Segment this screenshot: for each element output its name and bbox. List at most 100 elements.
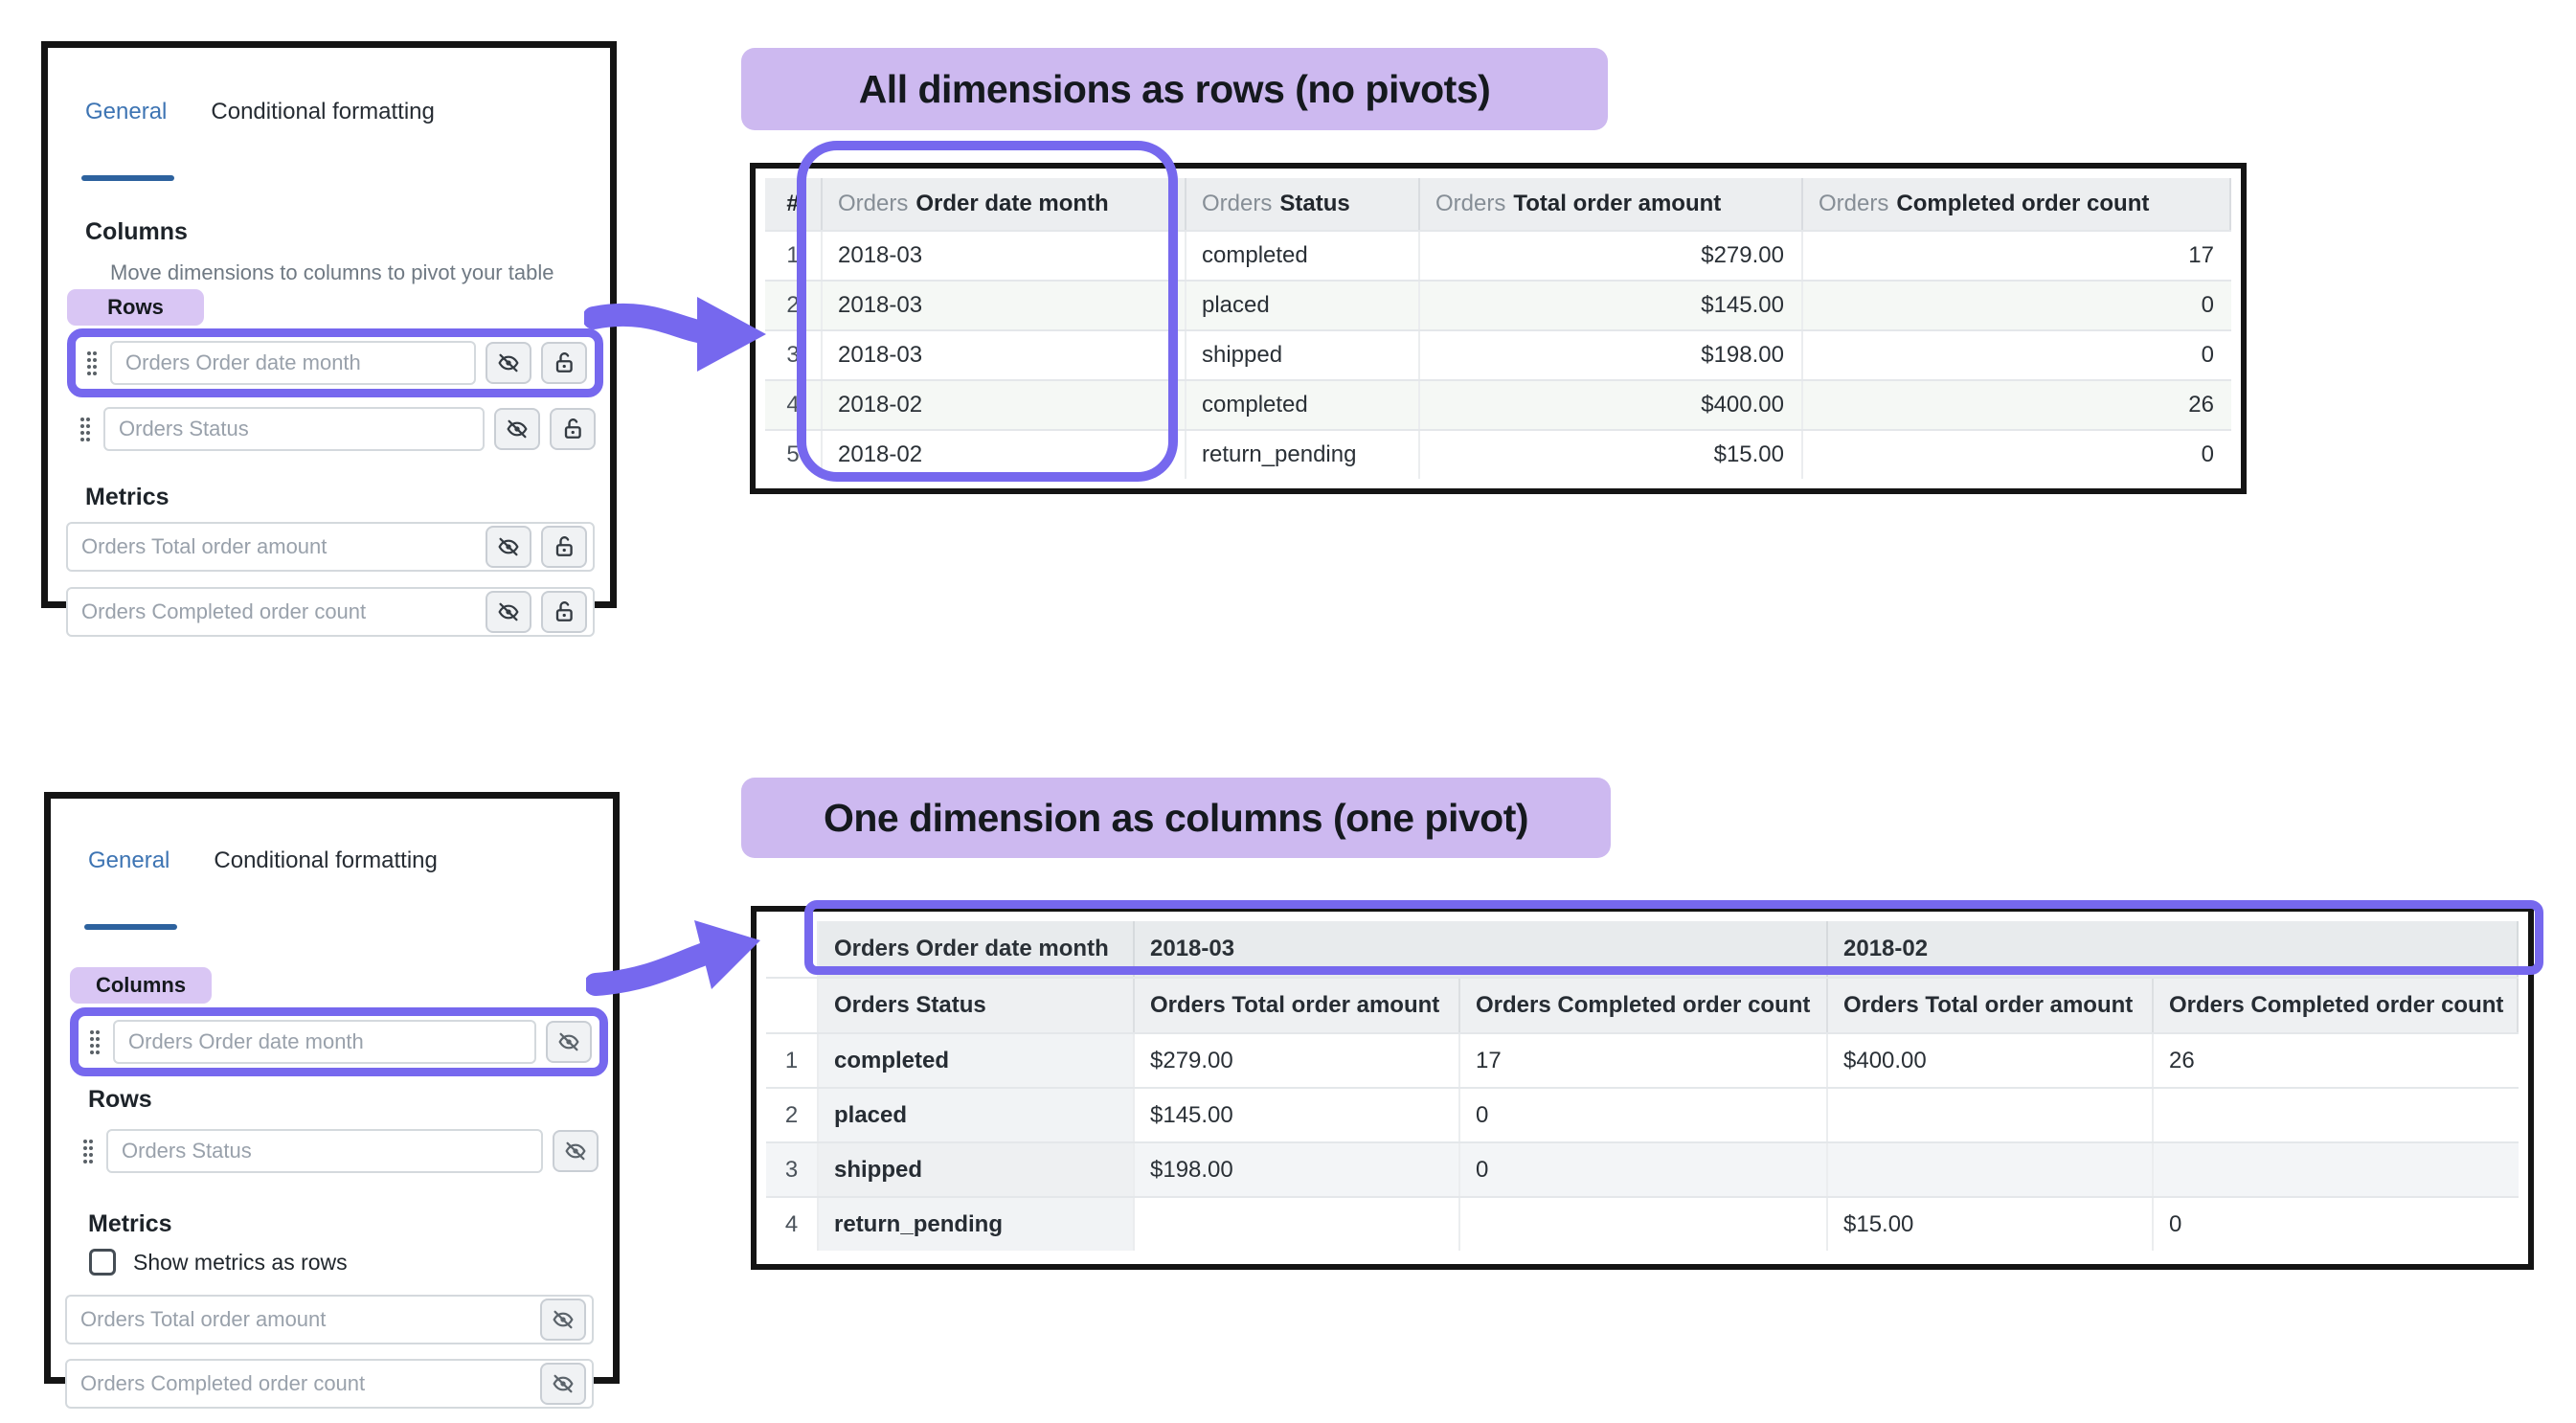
table-row: 1 2018-03 completed $279.00 17 [765,230,2231,280]
pivot-dimension-label: Orders Order date month [819,921,1135,977]
table-cell: return_pending [1186,431,1420,479]
table-cell: $279.00 [1420,232,1803,280]
field-row-status: Orders Status [79,1129,599,1173]
highlighted-field-annotation: Orders Order date month [67,328,603,397]
table-cell: 0 [2201,342,2214,368]
highlighted-field-annotation: Orders Order date month [70,1007,608,1076]
unlock-field-button[interactable] [541,342,587,384]
column-header: Orders Total order amount [1420,178,1803,230]
field-order-date-month[interactable]: Orders Order date month [110,341,476,385]
table-cell: 2018-02 [823,431,1186,479]
table-cell: 2 [765,282,823,329]
pivot-header-row: Orders Order date month 2018-03 2018-02 [766,921,2519,977]
show-metrics-as-rows-row: Show metrics as rows [89,1249,348,1276]
metric-row-total-order-amount[interactable]: Orders Total order amount [65,1295,594,1344]
table-cell [766,921,819,977]
metric-row-completed-order-count[interactable]: Orders Completed order count [65,1359,594,1409]
tab-general[interactable]: General [85,99,168,124]
unlock-field-button[interactable] [541,526,587,568]
table-row: 4 return_pending $15.00 0 [766,1196,2519,1251]
rows-badge: Rows [67,289,204,326]
show-metrics-checkbox[interactable] [89,1249,116,1276]
column-header: Orders Status [819,979,1135,1032]
hide-field-button[interactable] [540,1299,586,1341]
tab-conditional-formatting[interactable]: Conditional formatting [211,99,435,124]
table-cell: $400.00 [1828,1034,2154,1087]
table-cell: $279.00 [1135,1034,1460,1087]
table-cell: 4 [766,1198,819,1251]
metric-row-completed-order-count[interactable]: Orders Completed order count [66,587,595,637]
columns-badge: Columns [70,967,212,1004]
active-tab-underline [84,924,177,930]
table-cell: shipped [819,1143,1135,1196]
tab-conditional-formatting[interactable]: Conditional formatting [214,847,438,873]
config-tabs: General Conditional formatting [88,847,438,874]
table-cell: 5 [765,431,823,479]
table-header-row: Orders Status Orders Total order amount … [766,977,2519,1032]
table-cell: 0 [1460,1089,1828,1141]
table-cell: 0 [2201,441,2214,467]
metrics-heading: Metrics [85,484,169,510]
column-header: Orders Status [1186,178,1420,230]
table-cell: shipped [1186,331,1420,379]
metrics-heading: Metrics [88,1210,172,1237]
result-table-no-pivot: # Orders Order date month Orders Status Or… [750,163,2247,494]
column-header: Orders Completed order count [2154,979,2519,1032]
table-cell [1828,1089,2154,1141]
table-cell [1135,1198,1460,1251]
column-header: Orders Order date month [823,178,1186,230]
table-cell: 2018-03 [823,331,1186,379]
section-title-no-pivots: All dimensions as rows (no pivots) [741,48,1608,130]
table-row: 3 shipped $198.00 0 [766,1141,2519,1196]
table-header-row: # Orders Order date month Orders Status Or… [765,178,2231,230]
table-cell [1460,1198,1828,1251]
section-title-one-pivot: One dimension as columns (one pivot) [741,778,1611,858]
table-cell: $400.00 [1420,381,1803,429]
field-row-status: Orders Status [77,407,596,451]
table-cell [2154,1089,2519,1141]
table-cell: 2018-03 [823,232,1186,280]
table-cell: completed [1186,381,1420,429]
column-header: # [765,178,823,230]
table-cell: 0 [1803,282,2231,329]
hide-field-button[interactable] [553,1130,599,1172]
show-metrics-label: Show metrics as rows [133,1249,348,1275]
field-row-order-date-month: Orders Order date month [86,1020,592,1064]
table-cell: 2018-03 [823,282,1186,329]
table-cell: $198.00 [1420,331,1803,379]
metric-row-total-order-amount[interactable]: Orders Total order amount [66,522,595,572]
hide-field-button[interactable] [494,408,540,450]
column-header: Orders Completed order count [1460,979,1828,1032]
table-row: 4 2018-02 completed $400.00 26 [765,379,2231,429]
table-cell: 3 [765,331,823,379]
table-row: 2 2018-03 placed $145.00 0 [765,280,2231,329]
table-cell: $15.00 [1828,1198,2154,1251]
table-row: 1 completed $279.00 17 $400.00 26 [766,1032,2519,1087]
table-cell: 4 [765,381,823,429]
result-table-one-pivot: Orders Order date month 2018-03 2018-02 … [751,906,2534,1270]
table-row: 5 2018-02 return_pending $15.00 0 [765,429,2231,479]
hide-field-button[interactable] [540,1363,586,1405]
hide-field-button[interactable] [546,1021,592,1063]
column-header: Orders Total order amount [1135,979,1460,1032]
hide-field-button[interactable] [486,526,531,568]
table-cell: 2018-02 [823,381,1186,429]
hide-field-button[interactable] [486,342,531,384]
table-config-panel-one-pivot: General Conditional formatting Columns O… [44,792,620,1409]
hide-field-button[interactable] [486,591,531,633]
unlock-field-button[interactable] [541,591,587,633]
field-status[interactable]: Orders Status [106,1129,543,1173]
field-status[interactable]: Orders Status [103,407,485,451]
table-cell: 3 [766,1143,819,1196]
tab-general[interactable]: General [88,847,170,873]
table-cell: return_pending [819,1198,1135,1251]
unlock-field-button[interactable] [550,408,596,450]
table-cell: completed [819,1034,1135,1087]
table-cell: 0 [2169,1210,2182,1237]
columns-heading: Columns [85,218,188,245]
rows-heading: Rows [88,1086,152,1113]
field-order-date-month[interactable]: Orders Order date month [113,1020,536,1064]
pivot-value-header: 2018-02 [1828,921,2519,977]
table-cell [766,979,819,1032]
